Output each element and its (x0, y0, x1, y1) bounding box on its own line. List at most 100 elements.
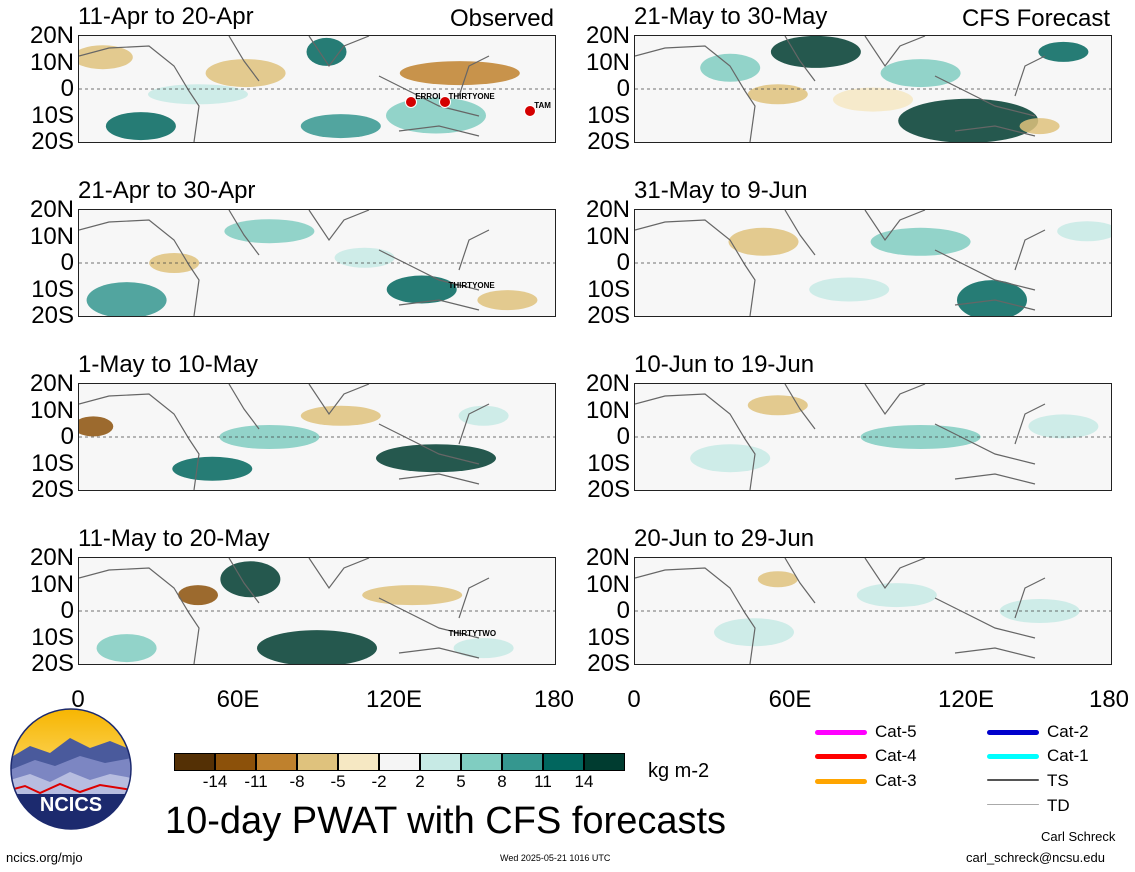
colorbar-tick-label: 14 (574, 772, 594, 791)
panel-title: 21-May to 30-May (634, 3, 828, 30)
legend-label: Cat-2 (1047, 722, 1089, 741)
anomaly-contour (300, 114, 381, 139)
colorbar-swatch (215, 753, 256, 771)
lat-label: 10N (585, 570, 630, 598)
colorbar-tick-label: 2 (415, 772, 425, 791)
colorbar-tick-label: 11 (534, 772, 552, 791)
pwat-map (78, 557, 556, 665)
lat-label: 20N (29, 544, 74, 571)
coastline (79, 384, 490, 490)
lat-label: 10N (585, 222, 630, 250)
lat-label: 20N (585, 544, 630, 571)
pwat-map (634, 383, 1112, 491)
page-title: 10-day PWAT with CFS forecasts (165, 800, 727, 842)
anomaly-contour (747, 84, 808, 105)
lon-label-180-left: 180 (533, 686, 575, 713)
colorbar-tick-label: -14 (202, 772, 228, 791)
anomaly-contour (386, 275, 457, 304)
anomaly-contour (458, 405, 509, 426)
coastline (635, 36, 1046, 142)
anomaly-contour (957, 280, 1027, 316)
anomaly-contour (386, 97, 486, 134)
pwat-map (78, 383, 556, 491)
ncics-logo[interactable]: NCICS (10, 708, 132, 830)
anomaly-contour (757, 571, 798, 588)
colorbar-tick-label: 5 (456, 772, 466, 791)
lat-label: 20N (585, 370, 630, 397)
legend-line-cat-5 (815, 730, 867, 735)
anomaly-contour (856, 583, 937, 608)
panel-title: 1-May to 10-May (78, 351, 259, 378)
panel-title: 11-May to 20-May (78, 525, 270, 552)
anomaly-contour (898, 98, 1039, 142)
anomaly-contour (96, 634, 157, 663)
anomaly-contour (690, 444, 771, 473)
colorbar-swatch (379, 753, 420, 771)
colorbar-swatch (297, 753, 338, 771)
colorbar-swatch (502, 753, 543, 771)
legend-line-cat-4 (815, 754, 867, 759)
lat-label: 10S (587, 623, 630, 651)
anomaly-contour (219, 425, 320, 449)
lat-label: 10S (31, 101, 74, 129)
panel-title: 31-May to 9-Jun (634, 177, 808, 204)
anomaly-contour (105, 112, 176, 141)
colorbar-tick-label: -2 (371, 772, 387, 791)
colorbar-tick-label: 8 (497, 772, 507, 791)
anomaly-contour (1019, 118, 1060, 135)
lat-label: 0 (616, 597, 630, 624)
lat-label: 10S (587, 449, 630, 477)
anomaly-contour (880, 59, 961, 88)
lat-label: 10N (29, 570, 74, 598)
anomaly-contour (728, 227, 799, 256)
pwat-map (634, 209, 1112, 317)
lat-label: 10S (587, 275, 630, 303)
anomaly-contour (79, 416, 114, 437)
lon-label-120e-right: 120E (937, 686, 995, 713)
coastline (79, 210, 490, 316)
panel-title: 20-Jun to 29-Jun (634, 525, 815, 552)
panel-tag: Observed (449, 5, 554, 32)
lat-label: 20S (587, 476, 630, 503)
lat-label: 20N (585, 196, 630, 223)
storm-label: TAM (534, 100, 551, 110)
lat-label: 10S (31, 449, 74, 477)
storm-label: THIRTYONE (448, 92, 495, 102)
lon-label-120e-left: 120E (365, 686, 423, 713)
lat-label: 20S (31, 650, 74, 677)
lat-label: 0 (60, 249, 74, 276)
lat-label: 20N (29, 370, 74, 397)
coastline (79, 36, 490, 142)
anomaly-contour (178, 585, 218, 606)
panel-title: 21-Apr to 30-Apr (78, 177, 256, 204)
lon-label-60e-right: 60E (768, 686, 812, 713)
panel-title: 11-Apr to 20-Apr (78, 3, 254, 30)
anomaly-contour (148, 84, 248, 105)
footer-url[interactable]: ncics.org/mjo (6, 850, 83, 865)
cyclone-icon (438, 96, 451, 109)
lat-label: 20N (585, 22, 630, 49)
cyclone-icon (405, 96, 418, 109)
anomaly-contour (747, 395, 808, 416)
lat-label: 10S (31, 275, 74, 303)
coastline (635, 384, 1046, 490)
anomaly-contour (205, 59, 286, 88)
colorbar-units: kg m-2 (648, 760, 710, 782)
pwat-map (78, 209, 556, 317)
colorbar-tick-label: -11 (244, 772, 268, 791)
anomaly-contour (362, 585, 463, 606)
storm-label: THIRTYONE (448, 281, 495, 291)
storm-label: THIRTYTWO (448, 629, 497, 639)
anomaly-contour (1057, 221, 1111, 242)
legend-label: Cat-4 (875, 746, 917, 765)
lat-label: 10N (585, 48, 630, 76)
legend-label: TD (1047, 796, 1070, 815)
legend-label: Cat-3 (875, 771, 917, 790)
footer-email[interactable]: carl_schreck@ncsu.edu (966, 850, 1105, 865)
lat-label: 20S (587, 650, 630, 677)
legend-line-td (987, 804, 1039, 805)
anomaly-contour (376, 444, 496, 473)
panel-tag: CFS Forecast (961, 5, 1110, 32)
anomaly-contour (1028, 414, 1099, 439)
coastline (635, 210, 1046, 316)
